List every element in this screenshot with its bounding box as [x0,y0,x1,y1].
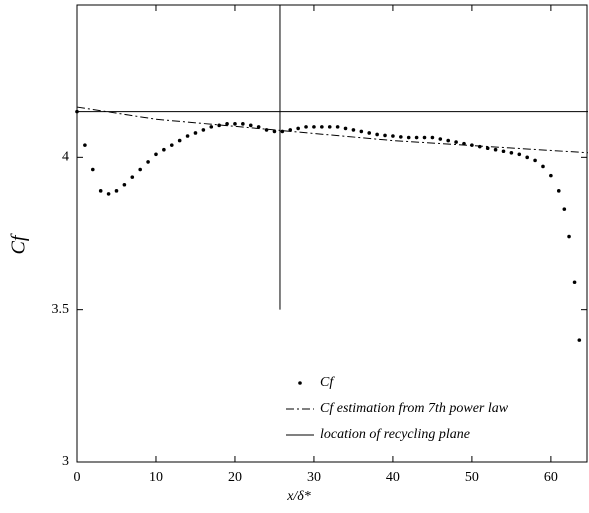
data-point [501,149,506,154]
data-point [485,146,490,150]
data-point [162,147,166,152]
data-point [83,143,87,147]
data-point [106,192,111,196]
data-point [430,135,435,140]
y-tick-label: 3 [62,454,69,469]
data-point [146,160,150,164]
data-point [556,189,561,193]
data-point [233,122,237,126]
data-point [169,143,174,147]
data-point [185,134,190,138]
legend-label: Cf estimation from 7th power law [320,401,509,416]
data-point [567,234,571,239]
data-point [201,128,206,132]
data-point [241,122,245,126]
data-point [406,135,411,140]
data-point [272,129,277,134]
x-tick-label: 40 [386,470,400,485]
data-point [572,280,577,285]
data-point [209,125,214,129]
data-point [577,338,582,342]
data-point [90,167,95,172]
legend-label: location of recycling plane [320,427,470,442]
data-point [280,129,285,134]
data-point [477,144,482,149]
x-tick-label: 30 [307,470,321,485]
plot-frame [76,4,588,463]
data-point [248,123,253,128]
data-point [304,125,308,129]
data-point [217,123,221,128]
data-point [154,152,158,157]
y-axis-label: Cf [8,233,30,254]
data-point [359,129,364,134]
x-axis-label: x/δ* [286,489,311,504]
data-point [122,182,127,187]
x-tick-label: 10 [149,470,163,485]
data-point [375,132,379,137]
data-point [383,133,387,138]
data-point [264,128,269,132]
x-tick-label: 50 [465,470,479,485]
y-tick-label: 4 [62,150,69,165]
data-point [414,135,419,140]
data-point [446,138,451,143]
data-point [312,125,316,129]
legend-label: Cf [320,375,335,390]
data-point [533,158,537,163]
x-tick-label: 20 [228,470,242,485]
data-point [327,125,332,129]
data-point [98,189,103,193]
data-point [367,131,372,135]
data-point [509,150,514,155]
data-point [454,140,458,144]
data-point [399,135,403,139]
data-point [541,164,545,169]
data-point [562,207,567,211]
data-point [130,175,135,179]
data-point [256,125,261,129]
data-point [225,122,229,126]
data-point [138,167,142,172]
data-point [391,134,395,138]
x-tick-label: 0 [74,470,81,485]
data-point [351,128,356,132]
data-point [320,125,324,129]
data-point [75,109,79,114]
data-point [517,152,522,157]
data-point [335,125,340,129]
data-point [343,126,348,131]
data-point [422,135,427,140]
data-point [493,147,498,152]
series-line [76,106,589,154]
x-tick-label: 60 [544,470,558,485]
data-point [438,137,443,141]
data-point [525,155,529,160]
data-point [114,189,119,193]
data-point [296,126,300,131]
legend-symbol [298,381,302,385]
data-point [193,131,198,135]
data-point [549,173,553,178]
y-tick-label: 3.5 [52,302,70,317]
data-point [177,138,182,143]
